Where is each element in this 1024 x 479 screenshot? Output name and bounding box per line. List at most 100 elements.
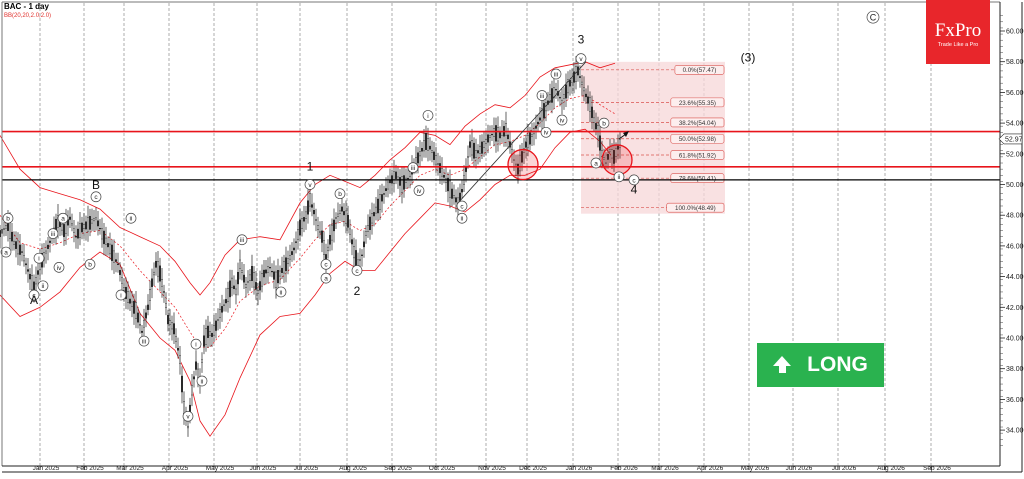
svg-text:iv: iv [560, 117, 565, 124]
svg-text:iii: iii [51, 231, 55, 238]
wave-label-major: A [30, 293, 38, 307]
chart-title: BAC - 1 day [4, 2, 49, 11]
wave-label-circled: c [351, 265, 363, 276]
svg-text:i: i [38, 256, 39, 263]
wave-label-circled: v [304, 179, 316, 190]
svg-text:v: v [579, 56, 583, 63]
wave-label-circled: iii [536, 90, 548, 101]
svg-text:34.00: 34.00 [1006, 428, 1024, 435]
svg-text:i: i [120, 292, 121, 299]
svg-text:b: b [602, 121, 606, 128]
svg-text:ii: ii [280, 289, 283, 296]
wave-label-major: 2 [354, 284, 361, 298]
trendline[interactable] [457, 61, 629, 204]
svg-text:iv: iv [544, 130, 549, 137]
svg-text:58.00: 58.00 [1006, 59, 1024, 66]
wave-label-circled: v [182, 410, 194, 422]
fibonacci-retracement[interactable]: 0.0%(57.47) 23.6%(55.35) 38.2%(54.04) 50.0%… [581, 61, 725, 214]
svg-text:Feb 2026: Feb 2026 [610, 465, 638, 472]
svg-text:60.00: 60.00 [1006, 29, 1024, 36]
svg-text:Mar 2025: Mar 2025 [116, 465, 144, 472]
grid-lines [39, 3, 932, 466]
wave-label-circled: a [0, 246, 12, 258]
fib-level-label: 61.8%(51.92) [670, 150, 725, 160]
wave-label-circled: ii [125, 212, 137, 224]
svg-text:0.0%(57.47): 0.0%(57.47) [683, 67, 717, 74]
svg-text:50.00: 50.00 [1006, 182, 1024, 189]
svg-text:iii: iii [411, 165, 415, 172]
svg-text:a: a [61, 216, 65, 223]
fxpro-logo: FxPro Trade Like a Pro [926, 0, 990, 64]
wave-label-circled: ii [275, 286, 287, 298]
wave-label-circled: c [28, 289, 40, 301]
arrow-up-icon [773, 356, 792, 373]
svg-text:Sep 2026: Sep 2026 [923, 465, 951, 472]
svg-text:Jul 2025: Jul 2025 [294, 465, 319, 472]
wave-label-circled: i [190, 338, 202, 350]
wave-label-circled: i [422, 110, 434, 121]
wave-label-major: B [92, 178, 100, 192]
fib-level-label: 0.0%(57.47) [674, 65, 725, 75]
svg-text:v: v [308, 182, 312, 189]
svg-text:Jun 2026: Jun 2026 [786, 465, 813, 472]
wave-label-circled: c [90, 191, 102, 203]
svg-text:iii: iii [540, 93, 544, 100]
wave-label-circled: c [628, 174, 640, 186]
svg-text:ii: ii [130, 216, 133, 223]
wave-label-circled: c [456, 200, 468, 212]
elliott-wave-labels: Cvbaciiiicivbccaiiiiiviiiiiiiiicbaciibai… [0, 10, 880, 422]
wave-label-circled: b [2, 212, 14, 224]
support-resistance-lines[interactable] [2, 130, 1000, 181]
svg-text:b: b [338, 191, 342, 198]
wave-label-circled: c [320, 258, 332, 270]
signal-label: LONG [807, 353, 868, 376]
wave-label-circled: b [334, 188, 346, 200]
svg-text:46.00: 46.00 [1006, 243, 1024, 250]
svg-text:Aug 2026: Aug 2026 [877, 465, 905, 472]
wave-label-major: 1 [307, 160, 314, 174]
long-signal-badge: LONG [757, 343, 884, 387]
wave-label-circled: iii [407, 162, 419, 173]
wave-label-circled: iv [540, 126, 552, 138]
svg-text:36.00: 36.00 [1006, 397, 1024, 404]
svg-text:May 2026: May 2026 [741, 465, 770, 472]
arrow-icon [623, 131, 629, 137]
svg-text:b: b [6, 216, 10, 223]
wave-label-circled: v [575, 53, 587, 64]
svg-text:iii: iii [240, 237, 244, 244]
fib-level-label: 100.0%(48.49) [666, 202, 725, 213]
svg-text:Oct 2025: Oct 2025 [429, 465, 456, 472]
svg-text:23.6%(55.35): 23.6%(55.35) [679, 100, 716, 107]
wave-label-circled: ii [613, 171, 625, 183]
svg-text:c: c [324, 262, 328, 269]
svg-text:56.00: 56.00 [1006, 90, 1024, 97]
price-axis[interactable]: 60.00 58.00 56.00 54.00 52.00 50.00 48.00 46.00… [998, 15, 1024, 446]
svg-text:iv: iv [57, 265, 62, 272]
svg-text:ii: ii [461, 216, 464, 223]
svg-text:52.97: 52.97 [1005, 136, 1023, 143]
svg-text:52.00: 52.00 [1006, 151, 1024, 158]
time-axis[interactable]: Jan 2025 Feb 2025 Mar 2025 Apr 2025 May 2025… [33, 465, 952, 472]
svg-text:iii: iii [554, 71, 558, 78]
svg-text:ii: ii [618, 174, 621, 181]
svg-text:c: c [632, 177, 636, 184]
svg-text:78.6%(50.41): 78.6%(50.41) [679, 176, 716, 183]
svg-text:a: a [594, 160, 598, 167]
wave-label-circled: iii [236, 234, 248, 246]
fib-level-label: 50.0%(52.98) [670, 133, 725, 144]
wave-label-circled: b [84, 258, 96, 270]
svg-text:Jan 2026: Jan 2026 [566, 465, 593, 472]
wave-label-circled: iii [138, 335, 150, 347]
current-price-tag: 52.97 [998, 133, 1023, 145]
svg-text:Jan 2025: Jan 2025 [33, 465, 60, 472]
svg-text:Jun 2025: Jun 2025 [250, 465, 277, 472]
svg-text:44.00: 44.00 [1006, 274, 1024, 281]
wave-label-circled: iv [556, 114, 568, 126]
wave-label-circled: ii [37, 280, 49, 292]
svg-text:a: a [324, 276, 328, 283]
svg-text:61.8%(51.92): 61.8%(51.92) [679, 152, 716, 159]
svg-text:i: i [195, 342, 196, 349]
